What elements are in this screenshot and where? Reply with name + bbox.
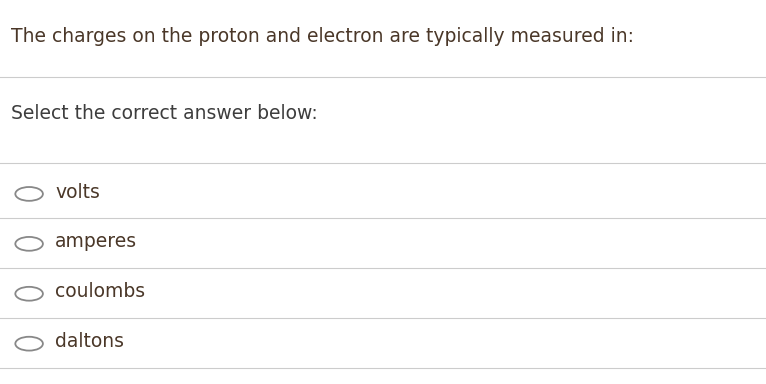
Text: amperes: amperes xyxy=(55,232,137,252)
Text: coulombs: coulombs xyxy=(55,282,146,301)
Text: Select the correct answer below:: Select the correct answer below: xyxy=(11,104,318,122)
Text: daltons: daltons xyxy=(55,332,124,351)
Text: volts: volts xyxy=(55,182,100,202)
Text: The charges on the proton and electron are typically measured in:: The charges on the proton and electron a… xyxy=(11,27,634,46)
